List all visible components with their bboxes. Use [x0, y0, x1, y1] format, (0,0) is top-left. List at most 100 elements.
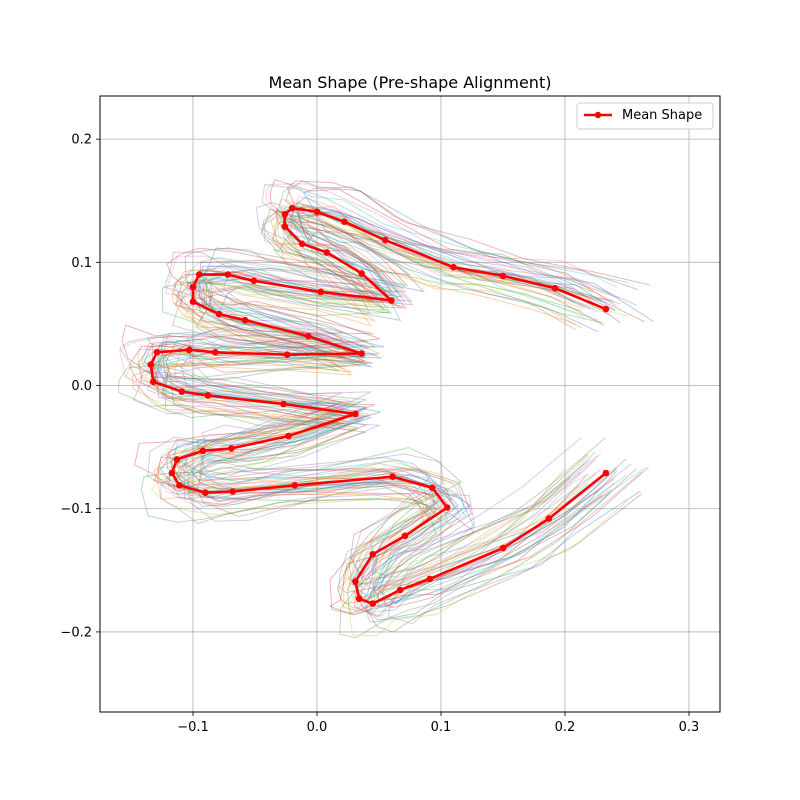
axes-frame: [99, 95, 721, 713]
mean-shape-point-45: [443, 504, 451, 511]
mean-shape-point-29: [150, 378, 157, 386]
aligned-shape-21: [118, 208, 611, 639]
aligned-shape-9: [174, 205, 617, 591]
aligned-shape-39: [137, 198, 597, 604]
mean-shape-point-0: [602, 305, 610, 313]
mean-shape-point-18: [189, 283, 197, 291]
mean-shape-point-3: [450, 263, 457, 271]
aligned-shape-36: [154, 211, 627, 607]
aligned-shape-34: [152, 196, 607, 593]
mean-shape-point-32: [280, 400, 287, 408]
aligned-shape-0: [180, 231, 599, 598]
aligned-shape-30: [156, 196, 618, 608]
mean-shape-point-19: [189, 298, 197, 306]
x-tick-label-4: 0.3: [679, 720, 700, 735]
mean-shape-point-43: [389, 473, 396, 481]
mean-shape-point-34: [285, 432, 292, 440]
aligned-shape-12: [140, 202, 582, 579]
mean-shape-point-17: [195, 271, 203, 278]
x-tick-label-0: −0.1: [177, 720, 209, 735]
grid-layer: [100, 96, 720, 712]
aligned-shape-32: [156, 206, 632, 607]
mean-shape-point-9: [281, 223, 289, 230]
aligned-shape-15: [153, 204, 645, 633]
mean-shape-point-30: [178, 388, 186, 396]
aligned-shape-38: [128, 206, 605, 615]
mean-shape-point-2: [499, 272, 507, 280]
aligned-shape-6: [143, 185, 646, 613]
mean-shape-point-48: [352, 578, 359, 585]
mean-shape-point-16: [224, 271, 231, 278]
mean-shape-point-44: [429, 484, 436, 492]
mean-shape-point-4: [381, 236, 389, 244]
mean-shape-point-14: [317, 288, 325, 296]
aligned-shape-33: [163, 214, 599, 589]
legend-marker: [594, 111, 602, 119]
mean-shape-point-38: [168, 469, 176, 477]
mean-shape-point-15: [250, 277, 258, 285]
mean-shape-point-53: [499, 544, 507, 552]
aligned-shape-35: [138, 209, 588, 586]
mean-shape-point-21: [241, 316, 249, 324]
aligned-shape-28: [151, 180, 650, 608]
aligned-shape-29: [160, 242, 578, 601]
mean-shape-point-35: [228, 445, 235, 452]
mean-shape-point-51: [396, 586, 404, 594]
mean-shape-point-41: [229, 488, 236, 495]
legend-box: [576, 102, 714, 130]
aligned-shape-37: [132, 216, 615, 623]
mean-shape-point-5: [341, 218, 348, 225]
mean-shape-point-36: [199, 447, 207, 455]
aligned-shape-19: [132, 218, 583, 613]
mean-shape-point-1: [551, 284, 559, 292]
mean-shape-point-28: [147, 361, 155, 368]
mean-shape-point-37: [173, 456, 181, 463]
aligned-shape-8: [121, 178, 617, 616]
mean-shape-point-6: [313, 208, 321, 216]
y-tick-label-1: −0.1: [60, 502, 92, 517]
mean-shape-point-54: [545, 515, 553, 522]
aligned-shape-24: [156, 215, 599, 590]
mean-shape-point-33: [352, 410, 359, 418]
mean-shape-point-46: [401, 532, 409, 540]
aligned-shape-7: [146, 221, 576, 594]
x-tick-label-3: 0.2: [555, 720, 576, 735]
mean-shape-point-50: [369, 600, 377, 607]
mean-shape-point-52: [426, 575, 434, 583]
mean-shape-point-25: [212, 349, 219, 356]
aligned-shape-16: [159, 205, 599, 600]
mean-shape-point-13: [388, 297, 395, 304]
aligned-shape-10: [162, 206, 626, 605]
aligned-shape-18: [152, 201, 621, 618]
mean-shape-point-8: [281, 211, 289, 218]
mean-shape-point-49: [355, 595, 363, 602]
background-curves: [118, 178, 654, 639]
chart-title: Mean Shape (Pre-shape Alignment): [269, 73, 552, 92]
aligned-shape-25: [167, 223, 618, 602]
mean-shape-point-47: [369, 551, 377, 558]
y-tick-label-3: 0.1: [71, 256, 92, 271]
y-tick-label-4: 0.2: [71, 133, 92, 148]
mean-shape-point-39: [176, 482, 183, 489]
mean-shape-series: [147, 204, 610, 607]
mean-shape-point-7: [288, 204, 296, 212]
aligned-shape-5: [143, 180, 639, 609]
x-tick-label-2: 0.1: [431, 720, 452, 735]
aligned-shape-22: [185, 210, 598, 577]
mean-shape-line: [149, 206, 607, 605]
mean-shape-point-20: [215, 310, 223, 318]
aligned-shape-27: [119, 184, 611, 611]
mean-shape-point-31: [204, 392, 212, 399]
aligned-shape-2: [162, 214, 642, 625]
legend-label-mean-shape: Mean Shape: [622, 108, 702, 123]
mean-shape-point-10: [298, 240, 306, 248]
y-tick-label-2: 0.0: [71, 379, 92, 394]
y-tick-label-0: −0.2: [60, 625, 92, 640]
x-tick-label-1: 0.0: [307, 720, 328, 735]
mean-shape-point-27: [153, 349, 161, 356]
mean-shape-point-40: [202, 489, 209, 497]
mean-shape-point-22: [305, 332, 312, 340]
mean-shape-point-11: [323, 249, 331, 256]
mean-shape-point-26: [186, 346, 193, 354]
aligned-shape-13: [149, 217, 586, 599]
